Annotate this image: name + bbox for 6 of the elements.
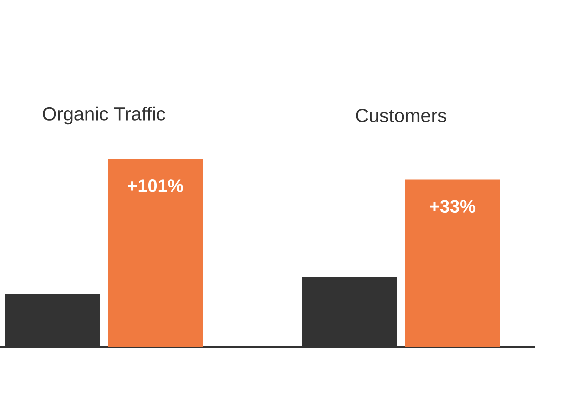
x-tick-label: Customers	[356, 109, 446, 123]
x-tick-label: Organic Traffic	[43, 106, 166, 125]
bar	[108, 159, 204, 347]
annotation: +101%	[128, 180, 184, 192]
bar	[405, 180, 500, 347]
annotation: +33%	[430, 200, 476, 214]
